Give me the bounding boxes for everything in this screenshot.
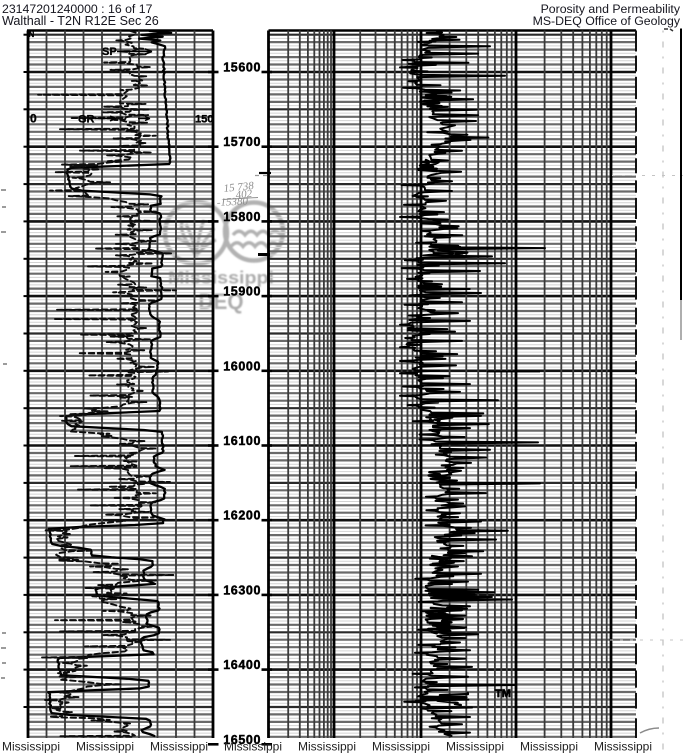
svg-text:16400: 16400 xyxy=(223,658,261,672)
svg-text:Mississippi: Mississippi xyxy=(372,740,430,754)
svg-text:15800: 15800 xyxy=(223,210,261,224)
svg-text:16500: 16500 xyxy=(223,733,261,747)
svg-text:150: 150 xyxy=(195,114,213,126)
svg-text:N: N xyxy=(29,30,35,39)
svg-text:15 738: 15 738 xyxy=(223,180,255,195)
svg-text:Mississippi: Mississippi xyxy=(150,740,208,754)
svg-text:Mississippi: Mississippi xyxy=(224,740,282,754)
svg-text:SP: SP xyxy=(102,46,117,58)
svg-text:Mississippi: Mississippi xyxy=(446,740,504,754)
svg-text:TM: TM xyxy=(495,688,511,700)
svg-text:-15380: -15380 xyxy=(217,195,249,209)
svg-text:16200: 16200 xyxy=(223,509,261,523)
svg-text:16300: 16300 xyxy=(223,583,261,597)
svg-text:Mississippi: Mississippi xyxy=(2,740,60,754)
svg-text:15600: 15600 xyxy=(223,61,261,75)
svg-text:15900: 15900 xyxy=(223,285,261,299)
svg-text:Mississippi: Mississippi xyxy=(298,740,356,754)
svg-text:DEQ: DEQ xyxy=(199,289,244,314)
svg-text:0: 0 xyxy=(30,112,37,126)
svg-text:15700: 15700 xyxy=(223,135,261,149)
svg-text:Mississippi: Mississippi xyxy=(520,740,578,754)
svg-text:GR: GR xyxy=(78,114,95,126)
svg-text:Mississippi: Mississippi xyxy=(76,740,134,754)
svg-text:Mississippi: Mississippi xyxy=(594,740,652,754)
svg-text:16100: 16100 xyxy=(223,434,261,448)
svg-text:16000: 16000 xyxy=(223,359,261,373)
